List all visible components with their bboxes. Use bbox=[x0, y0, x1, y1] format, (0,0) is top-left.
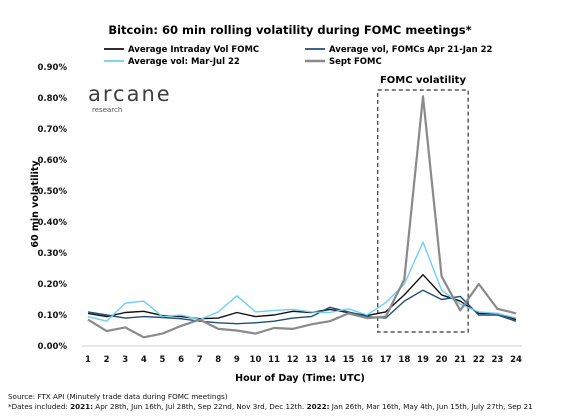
x-tick-label: 21 bbox=[454, 355, 466, 365]
footer-dates: *Dates included: 2021: Apr 28th, Jun 16t… bbox=[8, 402, 533, 411]
x-tick-label: 5 bbox=[159, 355, 165, 365]
x-tick-label: 8 bbox=[215, 355, 221, 365]
x-tick-label: 3 bbox=[122, 355, 128, 365]
fomc-annotation-label: FOMC volatility bbox=[380, 75, 467, 86]
y-tick-label: 0.10% bbox=[38, 311, 68, 321]
x-axis: 1 2 3 4 5 6 7 8 9 10 11 12 13 14 15 16 17 18 19 20 21 22 23 24 bbox=[85, 355, 522, 365]
source-text: Source: FTX API (Minutely trade data dur… bbox=[8, 392, 228, 401]
y-tick-label: 0.90% bbox=[38, 63, 68, 73]
chart-title: Bitcoin: 60 min rolling volatility durin… bbox=[108, 23, 471, 37]
x-tick-label: 6 bbox=[178, 355, 184, 365]
y-tick-label: 0.80% bbox=[38, 94, 68, 104]
x-tick-label: 11 bbox=[268, 355, 280, 365]
x-tick-label: 14 bbox=[324, 355, 336, 365]
y-axis-label: 60 min volatility bbox=[30, 160, 41, 248]
y-tick-label: 0.50% bbox=[38, 187, 68, 197]
x-tick-label: 13 bbox=[305, 355, 317, 365]
x-tick-label: 10 bbox=[250, 355, 262, 365]
y-tick-label: 0.30% bbox=[38, 249, 68, 259]
y-axis: 0.00% 0.10% 0.20% 0.30% 0.40% 0.50% 0.60% 0.70%… bbox=[38, 63, 68, 352]
series-line-4 bbox=[87, 95, 517, 339]
series-line-3 bbox=[87, 241, 517, 322]
legend-label: Average vol, FOMCs Apr 21-Jan 22 bbox=[329, 45, 493, 55]
y-tick-label: 0.70% bbox=[38, 125, 68, 135]
fomc-annotation-box bbox=[377, 89, 469, 333]
x-tick-label: 1 bbox=[85, 355, 91, 365]
x-tick-label: 9 bbox=[234, 355, 240, 365]
x-tick-label: 24 bbox=[510, 355, 522, 365]
x-tick-label: 7 bbox=[197, 355, 203, 365]
dates-2021-label: 2021: bbox=[70, 402, 94, 411]
x-tick-label: 18 bbox=[398, 355, 410, 365]
x-tick-label: 22 bbox=[473, 355, 485, 365]
brand-subtitle: research bbox=[92, 106, 122, 114]
x-tick-label: 16 bbox=[361, 355, 373, 365]
x-axis-label: Hour of Day (Time: UTC) bbox=[235, 373, 365, 384]
series-group bbox=[87, 95, 517, 339]
legend: Average Intraday Vol FOMC Average vol, FO… bbox=[104, 45, 493, 67]
x-tick-label: 2 bbox=[104, 355, 110, 365]
dates-prefix: *Dates included: bbox=[8, 402, 71, 411]
footer-source: Source: FTX API (Minutely trade data dur… bbox=[8, 392, 228, 401]
x-tick-label: 23 bbox=[491, 355, 503, 365]
x-tick-label: 15 bbox=[343, 355, 355, 365]
x-tick-label: 20 bbox=[436, 355, 448, 365]
y-tick-label: 0.40% bbox=[38, 218, 68, 228]
legend-label: Average Intraday Vol FOMC bbox=[128, 45, 259, 55]
dates-2022-label: 2022: bbox=[306, 402, 330, 411]
x-tick-label: 12 bbox=[287, 355, 299, 365]
dates-2021-text: Apr 28th, Jun 16th, Jul 28th, Sep 22nd, … bbox=[93, 402, 307, 411]
legend-label: Average vol: Mar-Jul 22 bbox=[128, 57, 240, 67]
x-tick-label: 17 bbox=[380, 355, 392, 365]
fomc-annotation: FOMC volatility bbox=[377, 75, 469, 333]
x-tick-label: 4 bbox=[141, 355, 147, 365]
x-tick-label: 19 bbox=[417, 355, 429, 365]
y-tick-label: 0.60% bbox=[38, 156, 68, 166]
brand-name: arcane bbox=[88, 82, 172, 106]
brand-logo: arcane research bbox=[88, 82, 172, 114]
y-tick-label: 0.20% bbox=[38, 280, 68, 290]
legend-label: Sept FOMC bbox=[329, 57, 382, 67]
series-line-2 bbox=[87, 289, 517, 325]
y-tick-label: 0.00% bbox=[38, 342, 68, 352]
dates-2022-text: Jan 26th, Mar 16th, May 4th, Jun 15th, J… bbox=[329, 402, 533, 411]
